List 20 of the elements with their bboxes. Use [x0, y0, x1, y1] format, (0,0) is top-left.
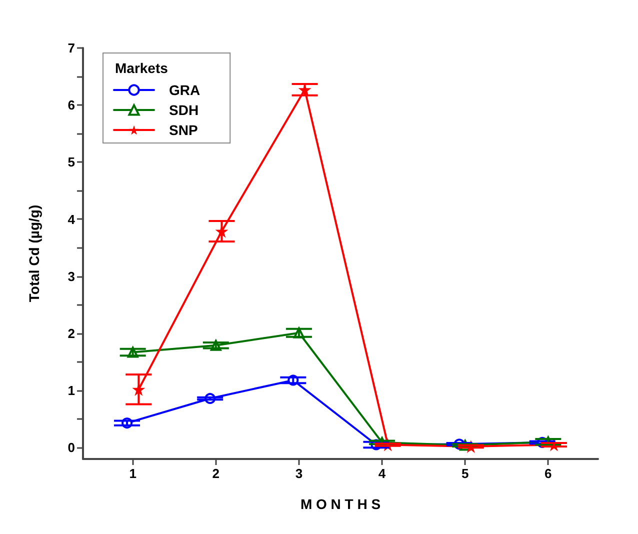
x-tick-label: 1 — [129, 466, 136, 481]
y-tick-label: 5 — [68, 154, 75, 170]
y-tick-label: 6 — [68, 98, 75, 113]
x-tick-label: 3 — [295, 466, 303, 481]
y-tick-label: 0 — [68, 440, 75, 456]
legend-label: GRA — [169, 82, 200, 98]
y-axis-title: Total Cd (µg/g) — [26, 204, 42, 302]
x-axis-title: M O N T H S — [300, 496, 381, 512]
y-tick-label: 4 — [68, 212, 76, 227]
x-tick-label: 2 — [212, 466, 220, 481]
y-tick-label: 1 — [68, 383, 75, 398]
legend-title: Markets — [115, 60, 168, 76]
x-tick-label: 5 — [461, 466, 469, 481]
legend-label: SDH — [169, 102, 199, 118]
y-tick-label: 2 — [68, 326, 75, 341]
legend-label: SNP — [169, 122, 198, 138]
y-tick-label: 7 — [68, 40, 75, 56]
x-tick-label: 4 — [378, 466, 386, 481]
x-tick-label: 6 — [544, 466, 552, 481]
y-tick-label: 3 — [68, 268, 75, 284]
